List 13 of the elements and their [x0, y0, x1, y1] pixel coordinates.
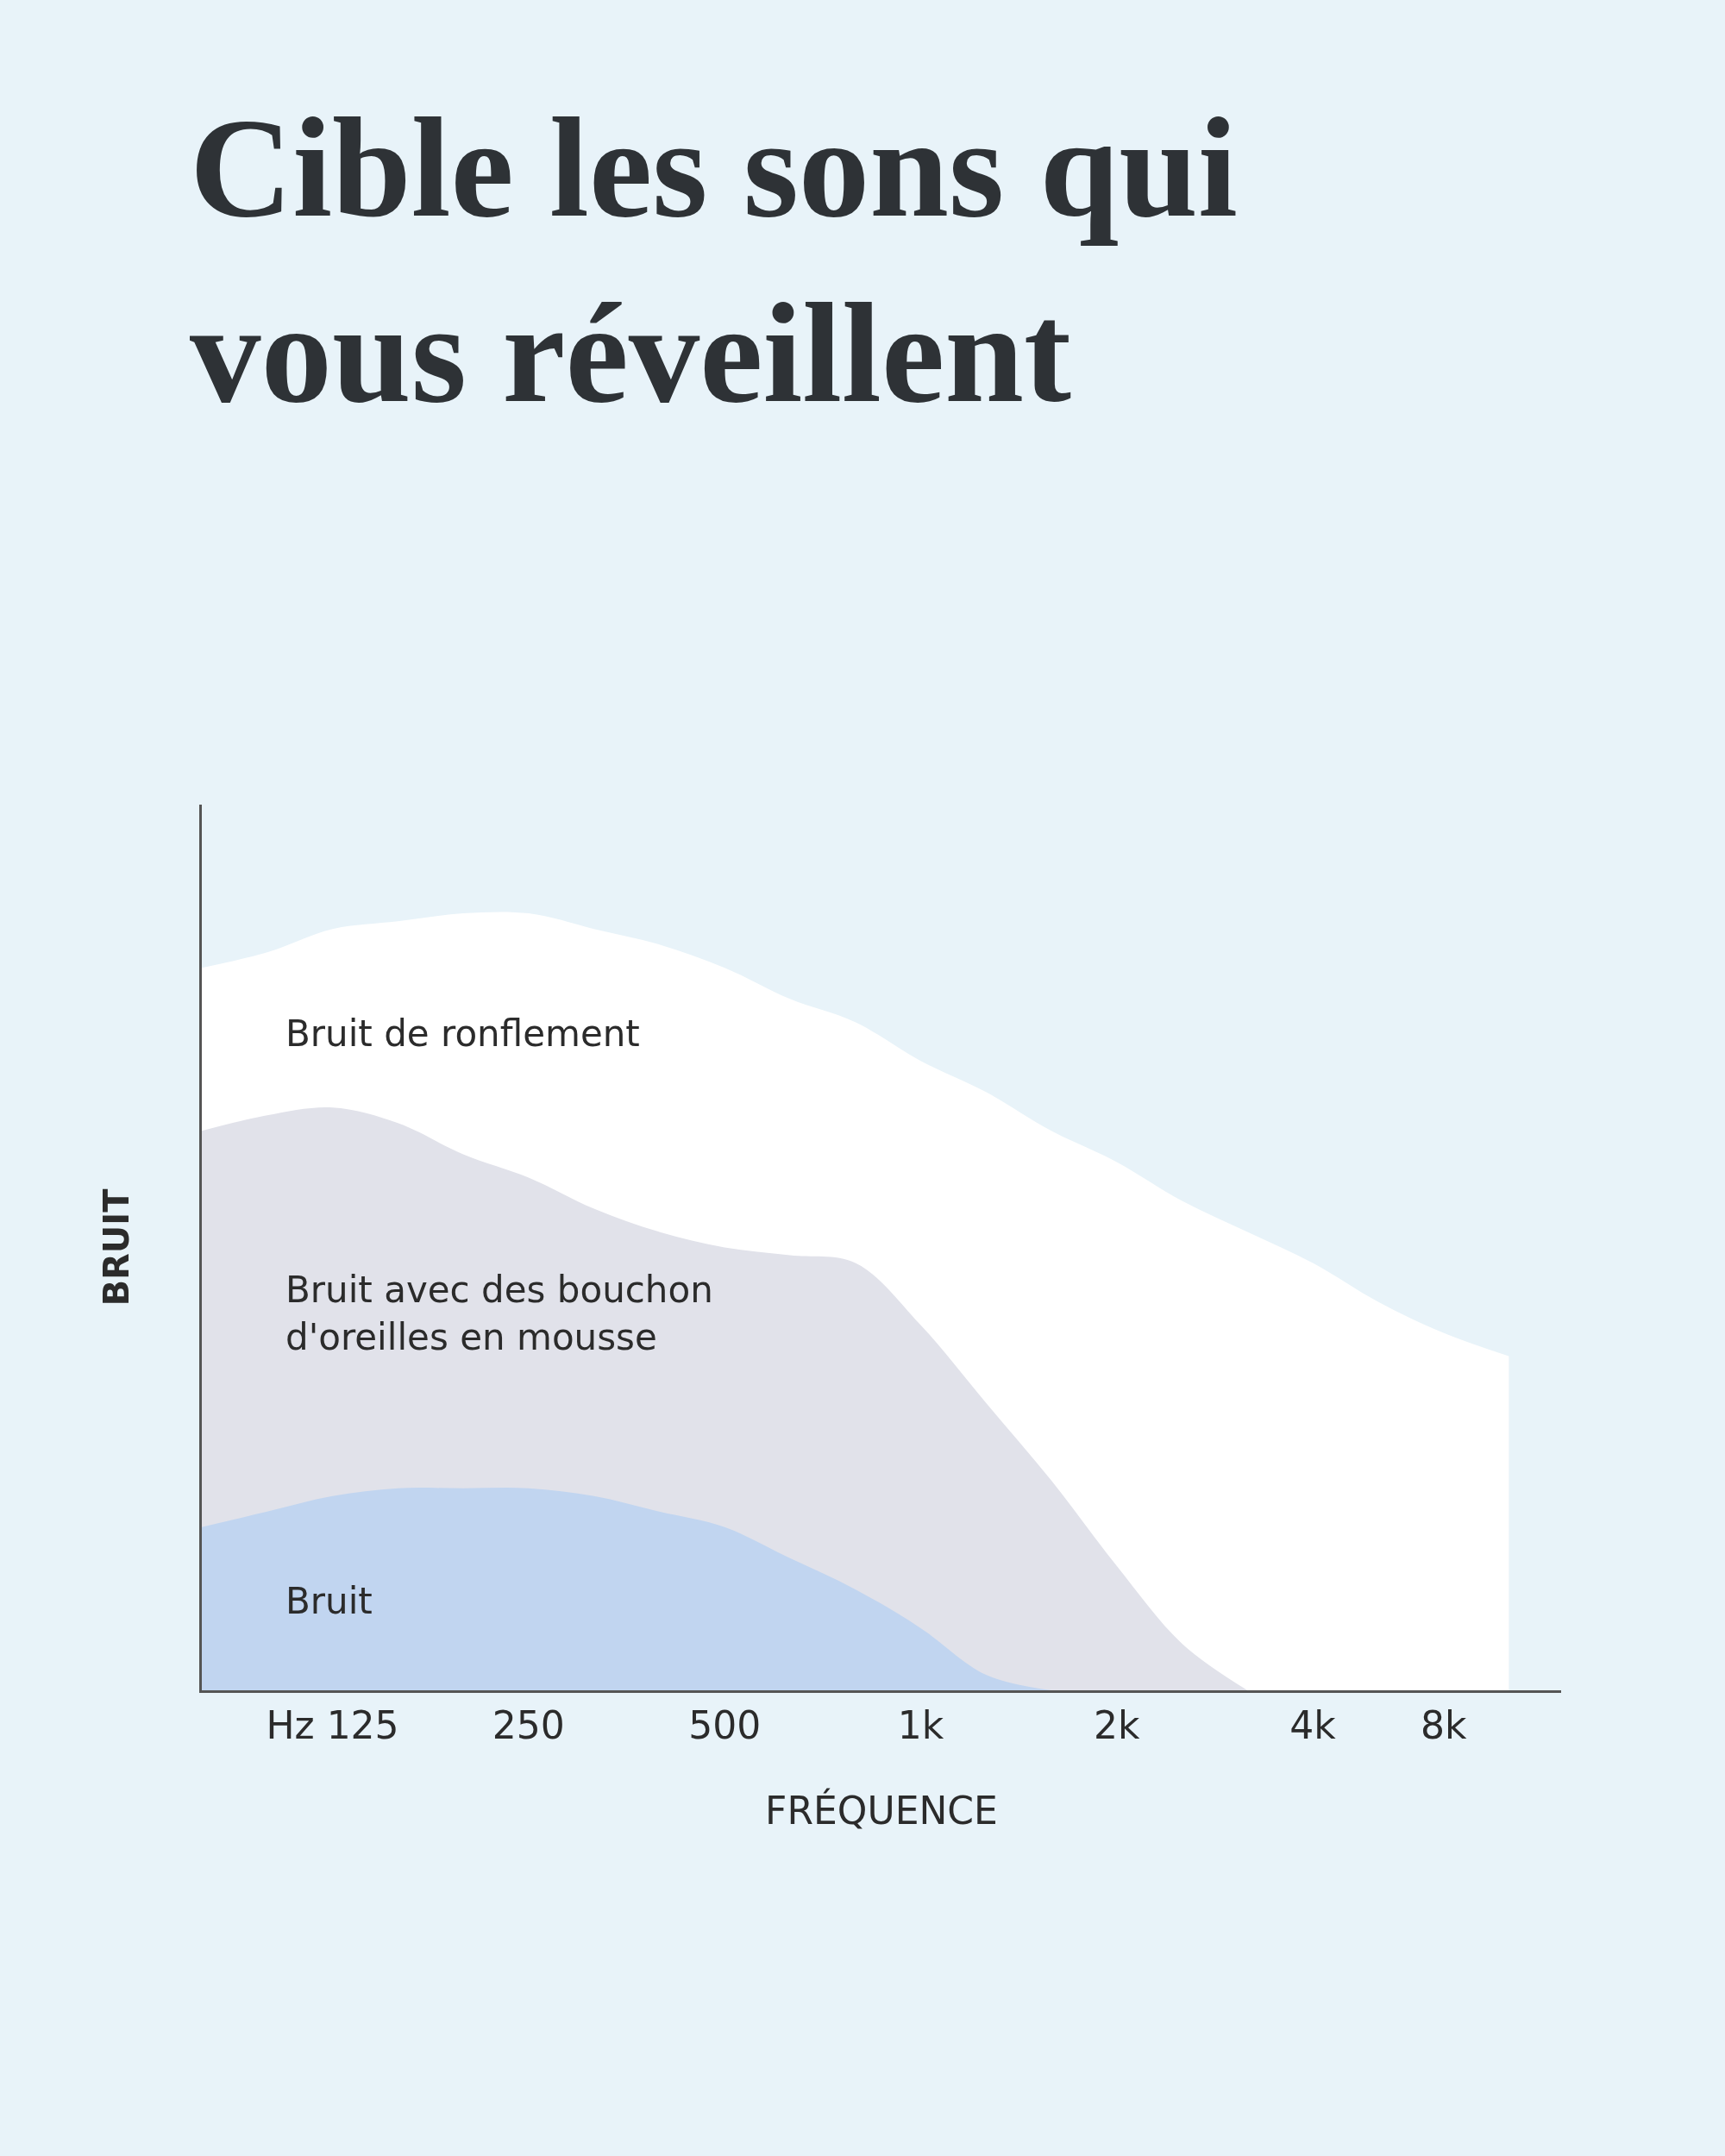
series-label: Bruit avec des bouchon d'oreilles en mousse: [285, 1269, 713, 1358]
series-label: Bruit de ronflement: [285, 1012, 640, 1055]
x-axis-title: FRÉQUENCE: [765, 1788, 998, 1833]
x-tick-label: 8k: [1420, 1702, 1467, 1747]
x-tick-label: 1k: [897, 1702, 944, 1747]
x-tick-label: 250: [492, 1702, 565, 1747]
x-tick-label: 500: [688, 1702, 762, 1747]
chart-title: Cible les sons qui vous réveillent: [190, 89, 1238, 432]
x-tick-label: 2k: [1094, 1702, 1141, 1747]
series-label: Bruit: [285, 1580, 373, 1622]
y-axis-title: BRUIT: [96, 1188, 136, 1307]
x-tick-label: 4k: [1289, 1702, 1337, 1747]
x-tick-label: Hz 125: [266, 1702, 399, 1747]
